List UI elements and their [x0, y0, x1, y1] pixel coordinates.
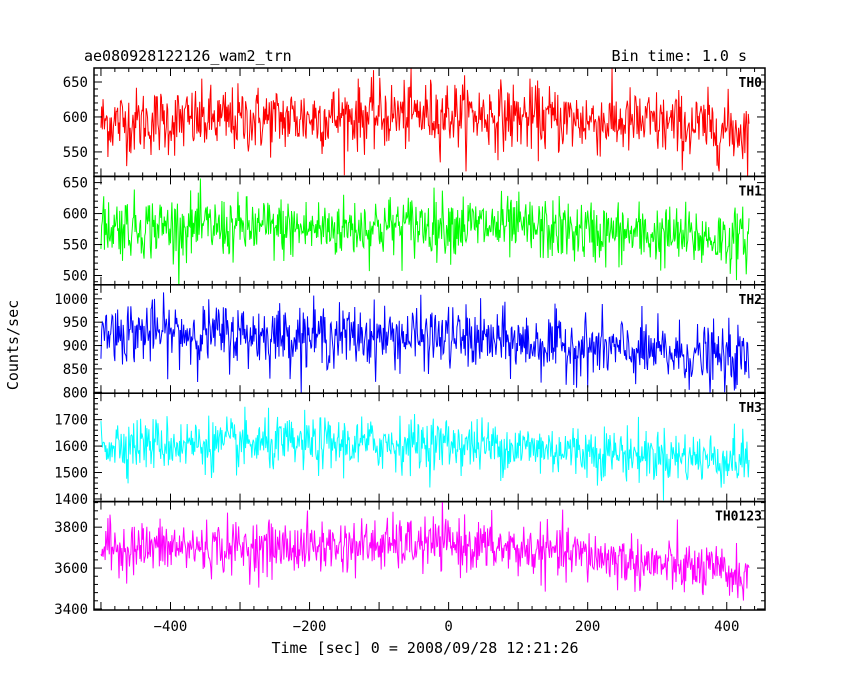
panel-frame — [93, 500, 766, 611]
series-line-th1 — [100, 178, 750, 285]
x-tick-label: 0 — [444, 619, 452, 635]
x-axis: −400 −200 0 200 400 — [154, 619, 740, 635]
x-tick-label: −200 — [293, 619, 327, 635]
y-tick-label: 850 — [63, 362, 88, 378]
y-tick-label: 600 — [63, 207, 88, 223]
y-tick-label: 1600 — [54, 439, 88, 455]
x-tick-label: −400 — [154, 619, 188, 635]
panel-label-th3: TH3 — [739, 401, 762, 416]
y-tick-label: 500 — [63, 269, 88, 285]
y-tick-label: 900 — [63, 339, 88, 355]
panel-th0123: 3400 3600 3800 TH0123 — [54, 500, 766, 618]
panel-label-th0123: TH0123 — [715, 510, 762, 525]
y-tick-label: 3600 — [54, 561, 88, 577]
y-tick-label: 550 — [63, 145, 88, 161]
y-tick-label: 3800 — [54, 520, 88, 536]
panel-label-th1: TH1 — [739, 184, 763, 199]
y-tick-label: 650 — [63, 75, 88, 91]
y-tick-label: 950 — [63, 315, 88, 331]
series-line-th0 — [100, 68, 750, 177]
panel-th2: 800 850 900 950 1000 TH2 — [54, 284, 766, 401]
x-axis-label: Time [sec] 0 = 2008/09/28 12:21:26 — [271, 639, 578, 657]
y-tick-label: 1700 — [54, 413, 88, 429]
y-tick-label: 600 — [63, 110, 88, 126]
y-tick-label: 1500 — [54, 466, 88, 482]
x-tick-label: 200 — [575, 619, 600, 635]
y-tick-label: 1400 — [54, 492, 88, 508]
plot-title-left: ae080928122126_wam2_trn — [84, 47, 292, 65]
panel-label-th0: TH0 — [739, 76, 763, 91]
y-tick-label: 1000 — [54, 292, 88, 308]
panel-th1: 500 550 600 650 TH1 — [63, 176, 766, 286]
y-tick-label: 800 — [63, 385, 88, 401]
y-tick-label: 3400 — [54, 602, 88, 618]
y-axis-label: Counts/sec — [4, 300, 22, 390]
series-line-th3 — [100, 406, 750, 501]
panel-th0: 550 600 650 TH0 — [63, 67, 766, 178]
y-tick-label: 550 — [63, 238, 88, 254]
plot-title-right: Bin time: 1.0 s — [612, 47, 747, 65]
panel-th3: 1400 1500 1600 1700 TH3 — [54, 392, 766, 508]
y-tick-label: 650 — [63, 176, 88, 192]
panels-group: 550 600 650 TH0 500 550 600 650 TH1 800 850 900 950 1… — [54, 67, 766, 618]
series-line-th0123 — [100, 501, 750, 601]
x-tick-label: 400 — [714, 619, 739, 635]
series-line-th2 — [100, 292, 750, 394]
panel-label-th2: TH2 — [739, 293, 762, 308]
